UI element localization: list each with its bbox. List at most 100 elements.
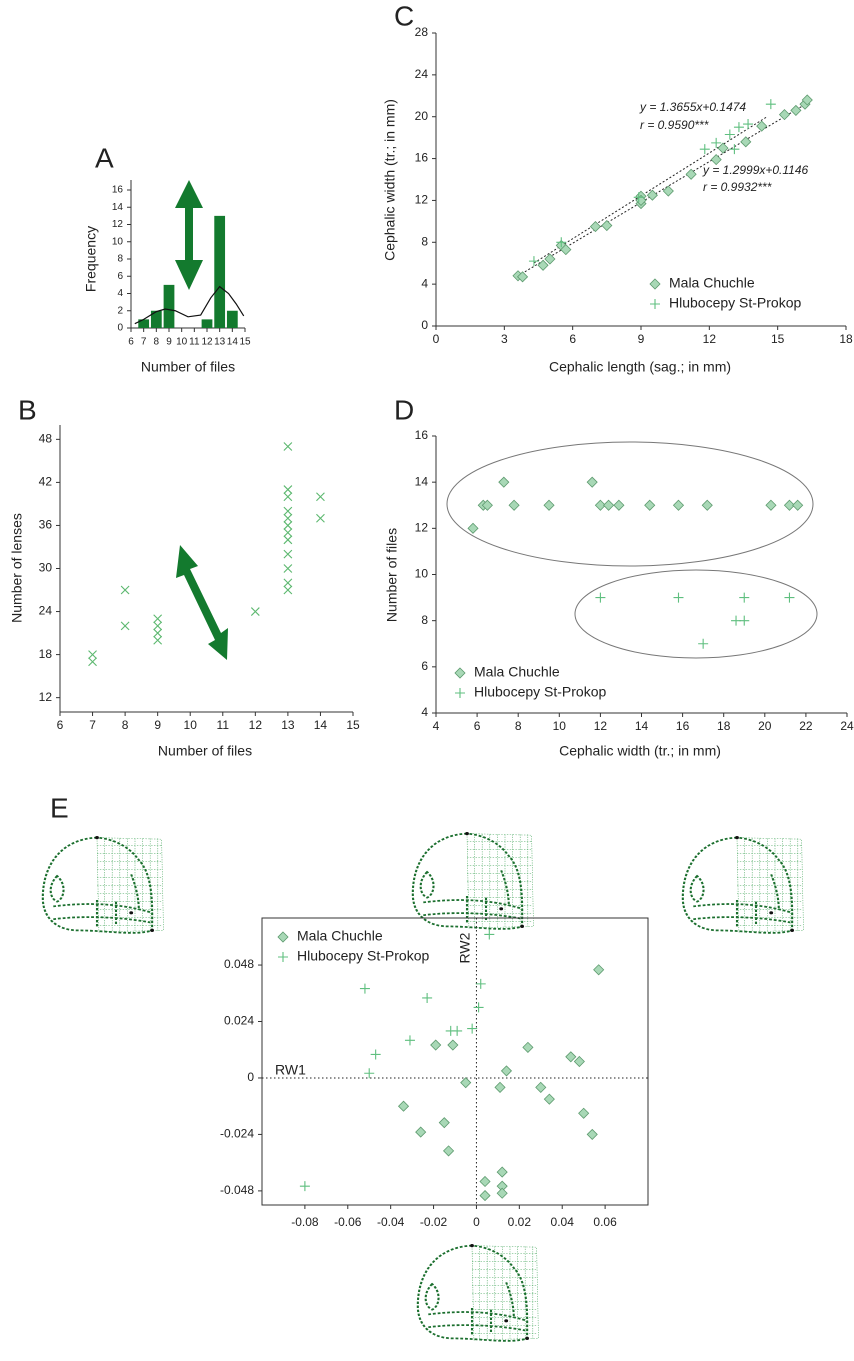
trend-line [533,116,767,264]
y-tick-label: -0.024 [220,1127,254,1141]
marker [801,94,813,106]
marker [535,1081,547,1093]
marker [743,119,754,130]
deformation-grid [41,834,165,934]
marker [537,259,549,271]
y-tick-label: 2 [117,305,123,316]
x-axis-label: RW1 [275,1062,306,1078]
x-tick-label: 6 [474,719,481,733]
marker [543,1093,555,1105]
y-tick-label: 4 [421,705,428,719]
annotation: y = 1.3655x+0.1474 [639,100,746,114]
x-tick-label: 9 [638,332,645,346]
marker [467,522,479,534]
marker [359,983,370,994]
marker [672,499,685,511]
marker [283,528,293,538]
marker [724,129,735,140]
marker [153,628,163,638]
x-tick-label: 4 [433,719,440,733]
legend-marker [277,931,289,943]
marker [481,499,493,511]
y-tick-label: 42 [39,475,53,489]
y-tick-label: 36 [39,518,53,532]
bar [214,215,226,328]
x-tick-label: 12 [249,718,263,732]
density-curve [134,285,245,325]
y-tick-label: 16 [112,185,124,196]
arrow-b [176,545,228,660]
panel-letter: E [50,792,69,823]
marker [522,1041,534,1053]
marker [443,1145,455,1157]
marker [573,1055,585,1068]
marker [316,513,325,523]
y-tick-label: 10 [112,236,124,247]
panel-letter: D [394,394,414,425]
deformation-grid [681,834,805,934]
x-tick-label: 13 [214,337,226,348]
panel-letter: B [18,394,37,425]
annotation: r = 0.9932*** [703,180,772,194]
y-tick-label: 12 [39,690,53,704]
marker [594,499,606,511]
marker [283,506,293,516]
marker [586,476,598,488]
marker [283,521,293,530]
y-tick-label: 14 [112,202,124,213]
x-tick-label: 10 [184,718,198,732]
x-tick-label: 15 [346,718,360,732]
legend-marker [278,952,288,962]
marker [717,142,729,154]
marker [283,485,293,494]
x-tick-label: 0 [473,1215,480,1229]
marker [544,253,556,265]
x-axis-label: Cephalic length (sag.; in mm) [549,359,731,375]
marker [404,1035,415,1046]
x-tick-label: 8 [122,718,129,732]
panel-letter: A [95,142,114,173]
x-tick-label: 15 [239,337,251,348]
y-tick-label: 8 [117,254,123,265]
y-tick-label: 0 [421,318,428,332]
marker [739,615,750,626]
marker [784,592,795,603]
marker [729,144,740,155]
marker [586,1128,598,1140]
marker [283,585,293,595]
y-tick-label: 24 [39,604,53,618]
bar [138,319,150,328]
x-tick-label: 9 [154,718,161,732]
y-tick-label: 16 [415,151,429,165]
marker [595,592,606,603]
marker [565,1051,577,1063]
x-axis-label: Number of files [158,743,252,759]
y-tick-label: 12 [415,521,429,535]
x-tick-label: 0.02 [508,1215,532,1229]
y-axis-label: RW2 [457,932,473,963]
y-tick-label: 12 [415,193,429,207]
group-outline [574,569,818,659]
legend-label: Mala Chuchle [297,928,383,944]
bar [150,310,162,328]
marker [438,1117,450,1129]
marker [589,221,602,233]
marker [673,592,684,603]
y-tick-label: -0.048 [220,1183,254,1197]
marker [283,492,293,502]
marker [120,621,130,631]
marker [733,122,744,133]
marker [88,650,97,659]
marker [370,1049,381,1060]
x-tick-label: -0.02 [420,1215,448,1229]
marker [593,964,605,976]
marker [603,499,615,511]
marker [740,136,752,148]
marker [711,137,722,148]
x-tick-label: 9 [166,337,172,348]
marker [644,499,656,511]
legend-marker [649,278,661,290]
marker [498,476,510,488]
legend-label: Hlubocepy St-Prokop [474,684,607,700]
